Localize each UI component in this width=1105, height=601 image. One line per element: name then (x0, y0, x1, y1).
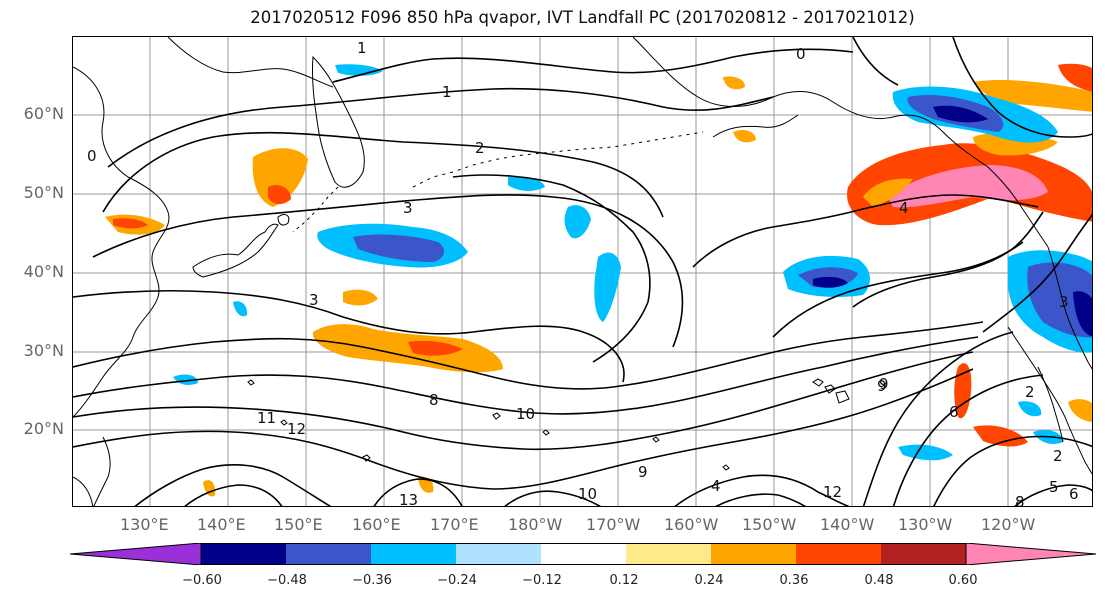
map-panel: 1 0 1 0 2 3 3 2 8 10 11 12 9 12 10 13 4 … (72, 36, 1093, 507)
lat-label-20n: 20°N (23, 419, 64, 438)
contour-label: 4 (899, 199, 909, 217)
contour-label: 10 (578, 485, 597, 503)
colorbar-tick: 0.48 (864, 573, 894, 588)
contour-label: 9 (877, 377, 887, 395)
colorbar-segment (201, 543, 286, 565)
contour-label: 2 (1025, 383, 1035, 401)
colorbar-segment (626, 543, 711, 565)
ivt-contours (73, 37, 1092, 506)
contour-label: 11 (257, 409, 276, 427)
lon-label-180w: 180°W (508, 515, 563, 534)
contour-label: 10 (516, 405, 535, 423)
lon-label-120w: 120°W (981, 515, 1036, 534)
contour-labels: 1 0 1 0 2 3 3 2 8 10 11 12 9 12 10 13 4 … (87, 39, 1079, 507)
colorbar-tick: 0.24 (694, 573, 724, 588)
lat-label-30n: 30°N (23, 341, 64, 360)
colorbar-tick: −0.24 (437, 573, 477, 588)
colorbar-tick: −0.48 (267, 573, 307, 588)
contour-label: 0 (87, 147, 97, 165)
lat-label-40n: 40°N (23, 262, 64, 281)
contour-label: 8 (429, 391, 439, 409)
lat-label-60n: 60°N (23, 104, 64, 123)
shading-negative (173, 64, 1092, 461)
contour-label: 9 (638, 463, 648, 481)
contour-label: 4 (711, 477, 721, 495)
lon-label-150w: 150°W (742, 515, 797, 534)
colorbar-segment-above (965, 543, 1097, 565)
shading-positive (105, 63, 1092, 497)
lon-label-170w: 170°W (586, 515, 641, 534)
contour-label: 2 (475, 139, 485, 157)
colorbar-segment (711, 543, 796, 565)
colorbar (70, 543, 1097, 565)
contour-label: 6 (949, 403, 959, 421)
contour-label: 6 (1069, 485, 1079, 503)
contour-label: 8 (1015, 493, 1025, 507)
lat-label-50n: 50°N (23, 183, 64, 202)
map-title: 2017020512 F096 850 hPa qvapor, IVT Land… (250, 8, 915, 27)
colorbar-tick: 0.36 (779, 573, 809, 588)
colorbar-segment (456, 543, 541, 565)
contour-label: 1 (442, 83, 452, 101)
colorbar-tick: 0.12 (609, 573, 639, 588)
lon-label-130w: 130°W (898, 515, 953, 534)
contour-label: 12 (823, 483, 842, 501)
contour-label: 5 (1049, 478, 1059, 496)
colorbar-tick: −0.36 (352, 573, 392, 588)
lon-label-160w: 160°W (664, 515, 719, 534)
contour-label: 13 (399, 491, 418, 507)
colorbar-tick: −0.12 (522, 573, 562, 588)
contour-label: 2 (1053, 447, 1063, 465)
colorbar-segment (796, 543, 881, 565)
contour-label: 12 (287, 420, 306, 438)
lon-label-150e: 150°E (274, 515, 323, 534)
colorbar-segment (286, 543, 371, 565)
contour-label: 9 (879, 375, 889, 393)
lon-label-160e: 160°E (352, 515, 401, 534)
contour-label: 0 (796, 45, 806, 63)
lon-label-130e: 130°E (120, 515, 169, 534)
colorbar-tick: −0.60 (182, 573, 222, 588)
lon-label-140e: 140°E (197, 515, 246, 534)
contour-label: 3 (1059, 293, 1069, 311)
colorbar-tick: 0.60 (948, 573, 978, 588)
contour-label: 3 (403, 199, 413, 217)
contour-label: 3 (309, 291, 319, 309)
lon-label-140w: 140°W (820, 515, 875, 534)
colorbar-segment (371, 543, 456, 565)
colorbar-segment-below (70, 543, 202, 565)
lon-label-170e: 170°E (430, 515, 479, 534)
contour-label: 1 (357, 39, 367, 57)
colorbar-segment (541, 543, 626, 565)
graticule (73, 37, 1092, 506)
colorbar-segment (881, 543, 966, 565)
map-canvas: 1 0 1 0 2 3 3 2 8 10 11 12 9 12 10 13 4 … (73, 37, 1092, 507)
coastlines (73, 37, 1092, 506)
